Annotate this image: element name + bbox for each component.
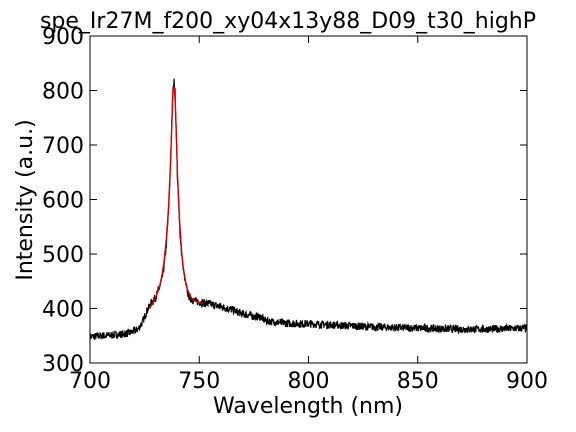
x-axis-label: Wavelength (nm): [213, 394, 403, 419]
series-layer: [90, 78, 527, 341]
x-tick-label: 900: [506, 369, 548, 394]
spectrum-series-line: [90, 78, 527, 341]
y-tick-label: 300: [42, 352, 84, 377]
chart-title: spe_Ir27M_f200_xy04x13y88_D09_t30_highP: [40, 9, 536, 34]
y-tick-label: 900: [42, 25, 84, 50]
y-tick-label: 800: [42, 80, 84, 105]
y-tick-label: 400: [42, 298, 84, 323]
plot-frame: [89, 35, 528, 364]
x-tick-label: 750: [178, 369, 220, 394]
y-tick-label: 700: [42, 134, 84, 159]
ticks-layer: 700 750 800 850 900 300 400 500 600 700 800 900: [42, 25, 548, 394]
y-tick-label: 500: [42, 243, 84, 268]
y-tick-label: 600: [42, 189, 84, 214]
y-axis-label: Intensity (a.u.): [13, 119, 38, 280]
x-tick-label: 700: [69, 369, 111, 394]
x-tick-label: 800: [288, 369, 330, 394]
fit-series-line: [148, 87, 204, 309]
x-tick-label: 850: [397, 369, 439, 394]
